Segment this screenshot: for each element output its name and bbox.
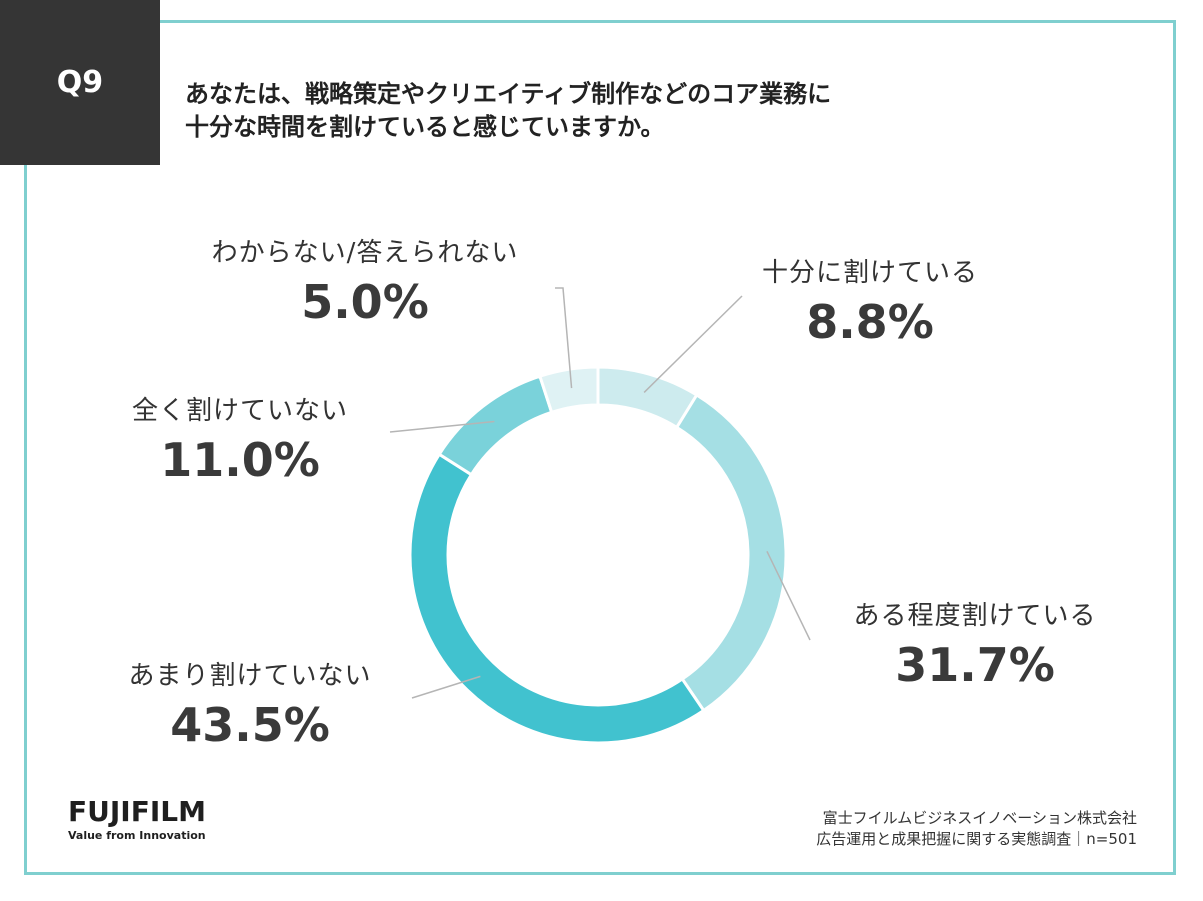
question-line-1: あなたは、戦略策定やクリエイティブ制作などのコア業務に bbox=[185, 80, 832, 108]
source-note: 富士フイルムビジネスイノベーション株式会社 広告運用と成果把握に関する実態調査｜… bbox=[816, 808, 1137, 850]
source-survey: 広告運用と成果把握に関する実態調査｜n=501 bbox=[816, 830, 1137, 848]
logo-brand: FUJIFILM bbox=[68, 795, 206, 828]
slice-label-4: わからない/答えられない bbox=[211, 238, 519, 268]
question-text: あなたは、戦略策定やクリエイティブ制作などのコア業務に 十分な時間を割けていると… bbox=[185, 78, 985, 144]
question-line-2: 十分な時間を割けていると感じていますか。 bbox=[185, 113, 665, 141]
label-slice-4: わからない/答えられない 5.0% bbox=[180, 232, 550, 329]
fujifilm-logo: FUJIFILM Value from Innovation bbox=[68, 795, 206, 842]
donut-slice-2 bbox=[408, 452, 706, 745]
source-company: 富士フイルムビジネスイノベーション株式会社 bbox=[822, 809, 1137, 827]
slice-label-2: あまり割けていない bbox=[128, 661, 372, 691]
leader-line-1 bbox=[766, 550, 811, 641]
slice-label-3: 全く割けていない bbox=[131, 396, 348, 426]
donut-slice-4 bbox=[538, 365, 600, 415]
logo-tagline: Value from Innovation bbox=[68, 829, 206, 842]
slice-value-4: 5.0% bbox=[301, 275, 429, 329]
label-slice-0: 十分に割けている 8.8% bbox=[720, 252, 1020, 349]
leader-line-4 bbox=[555, 287, 573, 389]
slice-label-1: ある程度割けている bbox=[853, 601, 1097, 631]
chart-frame bbox=[24, 20, 1176, 875]
label-slice-3: 全く割けていない 11.0% bbox=[100, 390, 380, 487]
slice-value-1: 31.7% bbox=[895, 638, 1055, 692]
slice-value-2: 43.5% bbox=[170, 698, 330, 752]
donut-slice-1 bbox=[674, 392, 788, 713]
slice-value-3: 11.0% bbox=[160, 433, 320, 487]
leader-line-2 bbox=[411, 675, 481, 699]
leader-line-0 bbox=[643, 295, 743, 393]
label-slice-1: ある程度割けている 31.7% bbox=[820, 595, 1130, 692]
question-number: Q9 bbox=[56, 65, 104, 100]
question-number-badge: Q9 bbox=[0, 0, 160, 165]
slice-label-0: 十分に割けている bbox=[761, 258, 978, 288]
label-slice-2: あまり割けていない 43.5% bbox=[95, 655, 405, 752]
slice-value-0: 8.8% bbox=[806, 295, 934, 349]
leader-line-3 bbox=[389, 420, 495, 433]
